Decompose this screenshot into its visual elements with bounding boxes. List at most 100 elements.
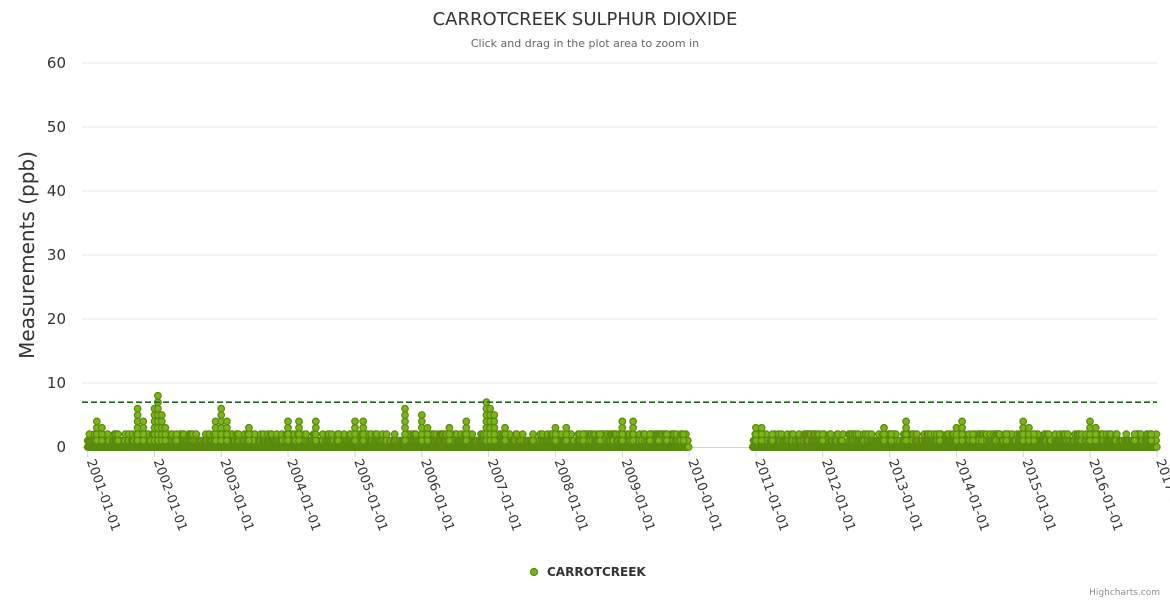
data-point <box>618 417 627 426</box>
chart-subtitle: Click and drag in the plot area to zoom … <box>471 37 699 50</box>
data-point <box>551 423 560 432</box>
data-point <box>579 436 588 445</box>
data-point <box>351 436 359 445</box>
data-point <box>768 430 777 439</box>
legend-marker-carrotcreek[interactable] <box>529 567 539 577</box>
x-tick-label: 2008-01-01 <box>551 457 591 533</box>
y-axis-label: Measurements (ppb) <box>15 151 39 359</box>
data-point <box>157 417 166 426</box>
data-point <box>867 430 876 439</box>
data-point <box>501 430 509 439</box>
data-point <box>1112 430 1121 439</box>
data-point <box>401 417 409 426</box>
data-point <box>1147 436 1156 445</box>
credits-link[interactable]: Highcharts.com <box>1089 588 1160 598</box>
y-tick-label: 0 <box>56 438 66 456</box>
data-point <box>768 436 777 445</box>
data-point <box>423 436 432 445</box>
data-point <box>490 423 499 432</box>
data-point <box>192 430 201 439</box>
data-point <box>139 436 148 445</box>
data-point <box>501 423 509 432</box>
data-point <box>1130 430 1139 439</box>
data-point <box>161 436 170 445</box>
data-point <box>913 430 921 439</box>
data-point <box>139 417 148 426</box>
data-point <box>684 443 693 451</box>
x-tick-label: 2013-01-01 <box>885 457 925 533</box>
data-point <box>757 423 766 432</box>
data-point <box>445 430 454 439</box>
data-point <box>417 411 426 419</box>
data-point <box>311 436 320 445</box>
x-tick-label: 2005-01-01 <box>350 457 390 533</box>
x-tick-label: 2010-01-01 <box>684 457 724 533</box>
data-point <box>646 436 654 445</box>
data-point <box>629 430 637 439</box>
data-point <box>222 430 231 439</box>
data-point <box>596 430 604 439</box>
data-point <box>351 430 359 439</box>
data-point <box>244 436 253 445</box>
data-point <box>818 436 827 445</box>
data-point <box>1002 430 1011 439</box>
data-point <box>462 436 471 445</box>
data-point <box>172 430 181 439</box>
data-point <box>302 430 311 439</box>
data-point <box>501 436 509 445</box>
data-point <box>244 423 253 432</box>
x-tick-label: 2014-01-01 <box>952 457 992 533</box>
data-point <box>359 430 368 439</box>
data-point <box>401 411 409 419</box>
data-point <box>562 436 571 445</box>
data-point <box>284 430 292 439</box>
data-point <box>139 423 148 432</box>
data-point <box>880 436 888 445</box>
data-point <box>618 430 627 439</box>
data-point <box>445 423 454 432</box>
x-tick-label: 2016-01-01 <box>1085 457 1125 533</box>
data-point <box>679 430 688 439</box>
data-point <box>1063 430 1072 439</box>
data-point <box>958 423 966 432</box>
plot-area[interactable] <box>82 63 1157 447</box>
data-point <box>1030 430 1038 439</box>
data-point <box>551 436 560 445</box>
data-point <box>629 423 637 432</box>
data-point <box>958 436 966 445</box>
data-point <box>462 430 471 439</box>
data-point <box>153 404 162 413</box>
data-point <box>401 430 409 439</box>
data-point <box>1024 423 1033 432</box>
data-point <box>401 436 409 445</box>
data-point <box>529 436 537 445</box>
data-point <box>295 417 303 426</box>
legend[interactable]: CARROTCREEK <box>529 565 647 579</box>
data-point <box>295 423 303 432</box>
legend-item-carrotcreek[interactable]: CARROTCREEK <box>547 565 646 579</box>
chart-title: CARROTCREEK SULPHUR DIOXIDE <box>433 9 738 30</box>
x-tick-label: 2006-01-01 <box>417 457 457 533</box>
data-point <box>351 423 359 432</box>
x-tick-label: 2009-01-01 <box>618 457 658 533</box>
data-point <box>1019 417 1028 426</box>
data-point <box>133 411 142 419</box>
data-point <box>902 423 910 432</box>
data-point <box>1044 430 1053 439</box>
data-point <box>97 436 106 445</box>
data-point <box>958 417 966 426</box>
data-point <box>222 423 231 432</box>
data-point <box>97 423 106 432</box>
data-point <box>969 436 977 445</box>
x-tick-label: 2017-01-01 <box>1152 457 1170 533</box>
x-tick-label: 2003-01-01 <box>216 457 256 533</box>
data-point <box>284 423 292 432</box>
data-point <box>1091 436 1100 445</box>
data-point <box>757 430 766 439</box>
data-point <box>618 423 627 432</box>
data-point <box>490 411 499 419</box>
data-point <box>222 436 231 445</box>
data-point <box>679 436 688 445</box>
x-tick-label: 2011-01-01 <box>751 457 791 533</box>
